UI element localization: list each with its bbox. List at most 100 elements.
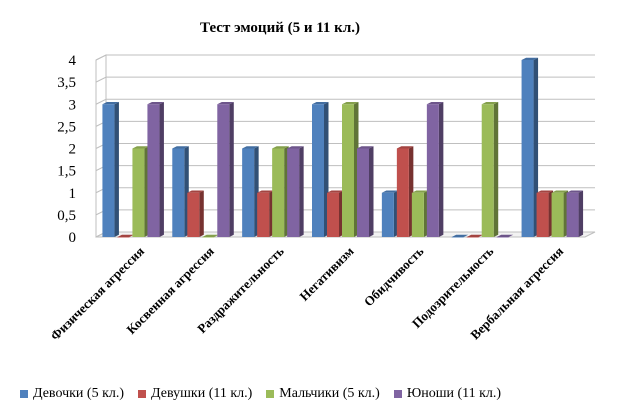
bar-front — [411, 192, 424, 237]
legend-label: Девочки (5 кл.) — [33, 386, 125, 401]
bar-front — [566, 192, 579, 237]
bar-front — [381, 192, 394, 237]
bar-top — [451, 234, 469, 237]
bar — [566, 190, 584, 237]
legend-item: Юноши (11 кл.) — [393, 386, 502, 402]
y-tick-label: 2 — [69, 142, 77, 158]
bar-front — [466, 237, 479, 238]
y-tick-label: 0 — [69, 230, 77, 246]
bar-top — [466, 234, 484, 237]
bar-top — [132, 146, 149, 149]
bar — [357, 146, 374, 237]
bar — [536, 190, 554, 237]
bar-top — [242, 146, 259, 149]
legend-label: Юноши (11 кл.) — [406, 386, 502, 401]
bar — [551, 190, 569, 237]
y-tick-label: 1,5 — [57, 164, 76, 180]
bar-top — [117, 234, 134, 237]
bar-top — [257, 190, 274, 193]
bar — [257, 190, 274, 237]
bar-front — [396, 148, 409, 237]
bar-top — [217, 102, 234, 105]
bar-front — [312, 104, 324, 237]
bar-top — [102, 102, 119, 105]
bar — [481, 102, 499, 237]
bar — [242, 146, 259, 237]
bar-front — [521, 60, 534, 237]
chart-legend: Девочки (5 кл.) Девушки (11 кл.) Мальчики … — [20, 386, 620, 402]
bar-top — [396, 146, 414, 149]
bar-side — [438, 102, 444, 237]
bar-front — [242, 148, 255, 237]
bar — [396, 146, 414, 237]
gridline — [95, 76, 595, 83]
gridline — [95, 98, 595, 105]
bar-side — [493, 102, 499, 237]
category-label: Обидчивость — [361, 243, 427, 309]
bar-front — [217, 104, 230, 237]
bar-top — [312, 102, 329, 105]
chart-title: Тест эмоций (5 и 11 кл.) — [200, 20, 360, 36]
bar-front — [257, 192, 270, 237]
bar-front — [342, 104, 354, 237]
bar-side — [229, 102, 234, 237]
legend-swatch — [20, 390, 28, 398]
bar — [102, 102, 119, 237]
bar-front — [117, 237, 130, 238]
bar-top — [426, 102, 444, 105]
legend-swatch — [266, 390, 275, 398]
y-axis-ticks: 0 0,5 1 1,5 2 2,5 3 3,5 4 — [57, 53, 76, 246]
bar — [451, 234, 469, 238]
bar-top — [172, 146, 189, 149]
bar-side — [369, 146, 374, 237]
bar-front — [147, 104, 160, 237]
bar-top — [187, 190, 204, 193]
bar-side — [159, 102, 164, 237]
bar-top — [496, 234, 514, 237]
bar — [312, 102, 329, 237]
legend-swatch — [393, 390, 402, 398]
bar-top — [381, 190, 399, 193]
legend-label: Девушки (11 кл.) — [151, 386, 253, 401]
bar — [521, 57, 539, 237]
legend-swatch — [138, 390, 147, 398]
y-tick-label: 3 — [69, 97, 77, 113]
bar-top — [357, 146, 374, 149]
bar-front — [451, 237, 464, 238]
bar-side — [114, 102, 119, 237]
bar-front — [132, 148, 145, 237]
y-tick-label: 2,5 — [57, 119, 76, 135]
bar — [132, 146, 149, 237]
bar — [496, 234, 514, 238]
bar-front — [536, 192, 549, 237]
bar-top — [272, 146, 289, 149]
bar-front — [357, 148, 369, 237]
bar-top — [551, 190, 569, 193]
bar-front — [102, 104, 115, 237]
bar-side — [299, 146, 304, 237]
bar — [172, 146, 189, 237]
bar-front — [496, 237, 509, 238]
chart-bars — [102, 57, 584, 238]
bar — [202, 234, 219, 238]
y-tick-label: 3,5 — [57, 75, 76, 91]
bar-top — [202, 234, 219, 237]
bar — [327, 190, 344, 237]
bar — [287, 146, 304, 237]
bar-front — [481, 104, 494, 237]
bar-front — [327, 192, 339, 237]
gridline — [95, 54, 595, 61]
bar-chart: Тест эмоций (5 и 11 кл.) 0 0,5 1 1,5 2 2,5 3 3,… — [47, 20, 596, 343]
category-label: Негативизм — [296, 243, 356, 303]
bar-top — [147, 102, 164, 105]
bar — [187, 190, 204, 237]
bar-top — [287, 146, 304, 149]
y-tick-label: 0,5 — [57, 208, 76, 224]
bar-top — [536, 190, 554, 193]
bar-front — [187, 192, 200, 237]
bar — [381, 190, 399, 237]
bar — [147, 102, 164, 237]
legend-item: Мальчики (5 кл.) — [266, 386, 380, 402]
legend-label: Мальчики (5 кл.) — [279, 386, 380, 401]
